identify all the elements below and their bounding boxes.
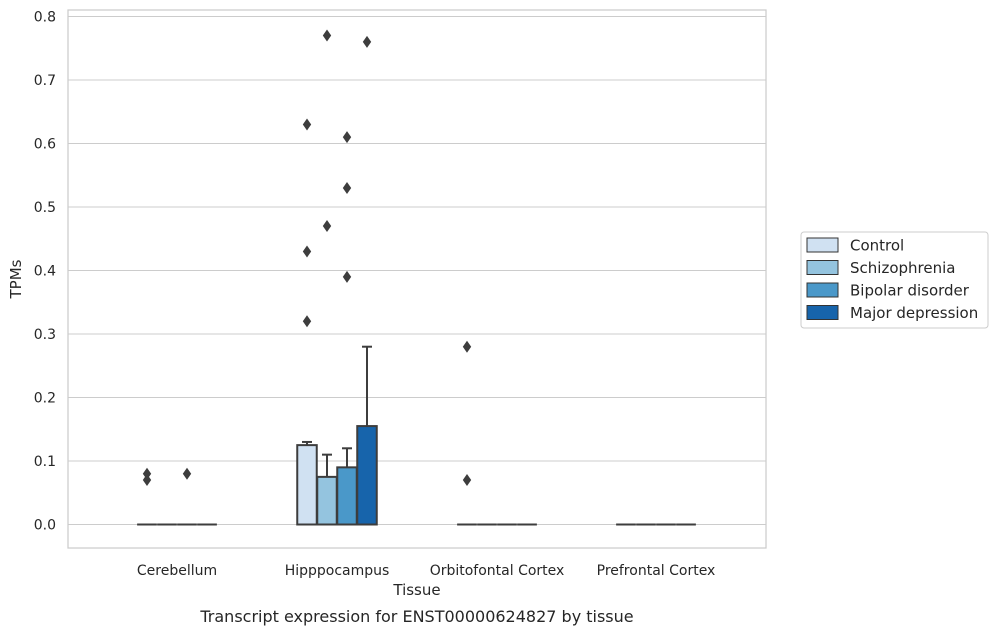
legend-swatch <box>806 305 839 320</box>
box-marks <box>137 345 696 526</box>
legend-swatch <box>806 282 839 298</box>
y-tick-label: 0.4 <box>34 264 56 280</box>
outlier-point <box>302 315 312 328</box>
legend: Control Schizophrenia Bipolar disorder Majo… <box>800 231 989 329</box>
outlier-point <box>302 245 312 258</box>
outlier-point <box>302 118 312 131</box>
box <box>296 444 318 526</box>
legend-label: Control <box>850 237 904 255</box>
chart-caption: Transcript expression for ENST0000062482… <box>199 607 633 626</box>
outlier-point <box>322 29 332 42</box>
y-tick-label: 0.3 <box>34 327 56 343</box>
box <box>356 425 378 526</box>
box <box>336 466 358 526</box>
y-axis-ticks: 0.0 0.1 0.2 0.3 0.4 0.5 0.6 0.7 0.8 <box>34 10 56 534</box>
outlier-point <box>142 467 152 480</box>
outlier-point <box>142 474 152 487</box>
outlier-point <box>182 467 192 480</box>
y-tick-label: 0.8 <box>34 10 56 26</box>
x-tick-label: Cerebellum <box>137 563 217 579</box>
outlier-point <box>342 270 352 283</box>
legend-swatch <box>806 237 839 253</box>
legend-label: Major depression <box>850 304 978 322</box>
legend-swatch <box>806 260 839 275</box>
y-tick-label: 0.1 <box>34 454 56 470</box>
x-tick-label: Prefrontal Cortex <box>597 563 716 579</box>
outlier-point <box>342 131 352 144</box>
legend-label: Bipolar disorder <box>850 282 970 300</box>
outlier-point <box>322 220 332 233</box>
y-tick-label: 0.6 <box>34 137 56 153</box>
x-axis-ticks: Cerebellum Hipppocampus Orbitofontal Corte… <box>137 563 715 579</box>
y-tick-label: 0.5 <box>34 200 56 216</box>
outlier-point <box>342 181 352 194</box>
box <box>316 475 338 526</box>
y-tick-label: 0.2 <box>34 391 56 407</box>
x-tick-label: Orbitofontal Cortex <box>430 563 565 579</box>
x-axis-label: Tissue <box>392 581 440 599</box>
outlier-marks <box>142 29 472 487</box>
y-tick-label: 0.7 <box>34 73 56 89</box>
outlier-point <box>362 35 372 48</box>
outlier-point <box>462 340 472 353</box>
y-tick-label: 0.0 <box>34 518 56 534</box>
x-tick-label: Hipppocampus <box>285 563 390 579</box>
plot-area-frame <box>67 9 767 549</box>
legend-frame <box>800 231 989 329</box>
outlier-point <box>462 474 472 487</box>
legend-label: Schizophrenia <box>850 259 955 277</box>
y-axis-label: TPMs <box>7 259 25 299</box>
